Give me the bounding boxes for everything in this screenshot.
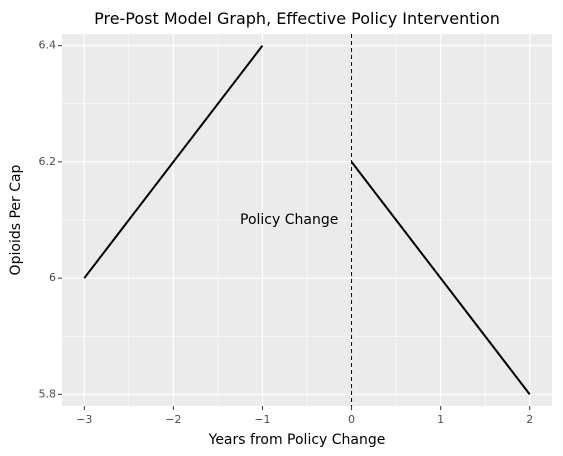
series-lines	[83, 45, 531, 395]
y-tick-label: 6.4	[39, 39, 57, 52]
axis-ticks: −3 −2 −1 0 1 2 5.8 6 6.2 6.4	[39, 39, 534, 426]
x-tick-label: 1	[437, 413, 444, 426]
y-tick-label: 6	[49, 271, 56, 284]
y-tick-label: 6.2	[39, 155, 57, 168]
chart-title: Pre-Post Model Graph, Effective Policy I…	[94, 9, 500, 28]
minor-grid	[62, 34, 552, 406]
x-tick-label: −1	[254, 413, 270, 426]
x-tick-label: 2	[526, 413, 533, 426]
x-tick-label: −2	[165, 413, 181, 426]
x-axis-title: Years from Policy Change	[208, 432, 386, 448]
x-tick-label: −3	[76, 413, 92, 426]
series-line-pre	[83, 45, 264, 279]
x-tick-label: 0	[348, 413, 355, 426]
y-tick-label: 5.8	[39, 387, 57, 400]
y-axis-title: Opioids Per Cap	[8, 164, 24, 275]
major-grid	[62, 34, 552, 406]
series-line-post	[350, 161, 531, 395]
annotation-policy-change: Policy Change	[240, 212, 338, 228]
